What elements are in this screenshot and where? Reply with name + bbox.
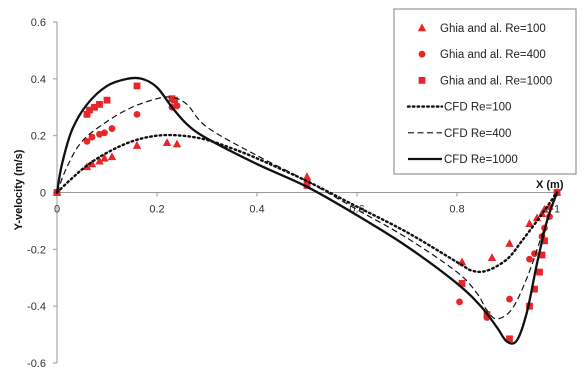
- data-point-ghia-and-al-re-1000: [171, 96, 178, 104]
- legend-label: CFD Re=1000: [444, 154, 518, 166]
- data-point-ghia-and-al-re-1000: [83, 110, 91, 118]
- x-tick-label: 0.2: [149, 204, 164, 216]
- data-point-ghia-and-al-re-100: [505, 239, 514, 247]
- legend-entry-cfd-re-100: CFD Re=100: [406, 102, 511, 114]
- data-point-ghia-and-al-re-100: [172, 139, 182, 148]
- data-point-ghia-and-al-re-400: [173, 102, 181, 110]
- data-point-ghia-and-al-re-1000: [506, 335, 513, 343]
- legend-entry-cfd-re-400: CFD Re=400: [408, 128, 511, 140]
- y-tick-label: -0.6: [27, 358, 46, 370]
- data-point-ghia-and-al-re-1000: [531, 285, 538, 293]
- data-point-ghia-and-al-re-1000: [458, 280, 466, 287]
- data-point-ghia-and-al-re-400: [133, 110, 141, 118]
- y-tick-label: -0.2: [27, 244, 46, 256]
- data-point-ghia-and-al-re-1000: [91, 103, 98, 111]
- legend-entry-cfd-re-1000: CFD Re=1000: [408, 154, 518, 166]
- data-point-ghia-and-al-re-1000: [536, 268, 543, 276]
- data-point-ghia-and-al-re-100: [87, 159, 97, 168]
- y-tick-label: 0.4: [31, 74, 46, 86]
- data-point-ghia-and-al-re-1000: [133, 82, 141, 90]
- data-point-ghia-and-al-re-1000: [103, 96, 111, 104]
- y-tick-label: 0.2: [31, 131, 46, 143]
- legend: Ghia and al. Re=100 Ghia and al. Re=400 Gh…: [393, 8, 577, 175]
- data-point-ghia-and-al-re-1000: [303, 181, 311, 189]
- series-line-cfd-re-100: [55, 133, 559, 274]
- data-point-ghia-and-al-re-400: [456, 298, 463, 306]
- x-tick-label: 1: [554, 204, 560, 216]
- x-tick-label: 0.4: [249, 204, 264, 216]
- legend-label: Ghia and al. Re=1000: [440, 75, 552, 87]
- data-point-ghia-and-al-re-400: [88, 133, 96, 141]
- y-tick-label: 0.6: [31, 17, 46, 29]
- legend-label: Ghia and al. Re=400: [440, 49, 546, 61]
- series-cfd-re-400: [56, 96, 558, 320]
- data-point-ghia-and-al-re-100: [162, 138, 172, 146]
- legend-swatch: [418, 50, 426, 58]
- series-line-cfd-re-1000: [55, 76, 559, 345]
- data-point-ghia-and-al-re-1000: [96, 101, 103, 108]
- data-point-ghia-and-al-re-100: [107, 152, 117, 161]
- data-point-ghia-and-al-re-100: [540, 204, 549, 213]
- y-axis-title: Y-velocity (m/s): [13, 149, 25, 230]
- y-tick-label: 0: [40, 188, 46, 200]
- legend-label: Ghia and al. Re=100: [440, 23, 546, 35]
- legend-label: CFD Re=400: [444, 128, 511, 140]
- y-tick-label: -0.4: [27, 301, 46, 313]
- data-point-ghia-and-al-re-1000: [86, 106, 93, 114]
- series: [52, 76, 562, 345]
- data-point-ghia-and-al-re-100: [525, 219, 534, 227]
- data-point-ghia-and-al-re-100: [95, 156, 104, 165]
- data-point-ghia-and-al-re-100: [487, 253, 497, 262]
- data-point-ghia-and-al-re-100: [457, 257, 467, 266]
- x-tick-label: 0.8: [449, 204, 464, 216]
- data-point-ghia-and-al-re-400: [83, 137, 91, 145]
- data-point-ghia-and-al-re-400: [506, 295, 513, 303]
- legend-box: [393, 8, 577, 175]
- data-point-ghia-and-al-re-100: [302, 172, 312, 181]
- legend-swatch: [418, 77, 426, 84]
- data-point-ghia-and-al-re-1000: [538, 251, 546, 259]
- legend-swatch: [417, 23, 427, 32]
- legend-entry-ghia-and-al-re-400: Ghia and al. Re=400: [418, 49, 546, 61]
- data-point-ghia-and-al-re-400: [101, 129, 108, 137]
- legend-entry-ghia-and-al-re-1000: Ghia and al. Re=1000: [418, 75, 552, 87]
- data-point-ghia-and-al-re-100: [132, 141, 142, 149]
- data-point-ghia-and-al-re-400: [108, 125, 116, 132]
- legend-entry-ghia-and-al-re-100: Ghia and al. Re=100: [417, 23, 546, 35]
- x-tick-label: 0: [54, 204, 60, 216]
- series-line-cfd-re-400: [56, 96, 558, 320]
- series-cfd-re-100: [55, 133, 559, 274]
- x-axis-title: X (m): [536, 179, 564, 191]
- legend-label: CFD Re=100: [444, 102, 511, 114]
- data-point-ghia-and-al-re-100: [100, 153, 109, 162]
- series-cfd-re-1000: [55, 76, 559, 345]
- data-point-ghia-and-al-re-400: [526, 255, 533, 263]
- data-point-ghia-and-al-re-1000: [541, 237, 548, 245]
